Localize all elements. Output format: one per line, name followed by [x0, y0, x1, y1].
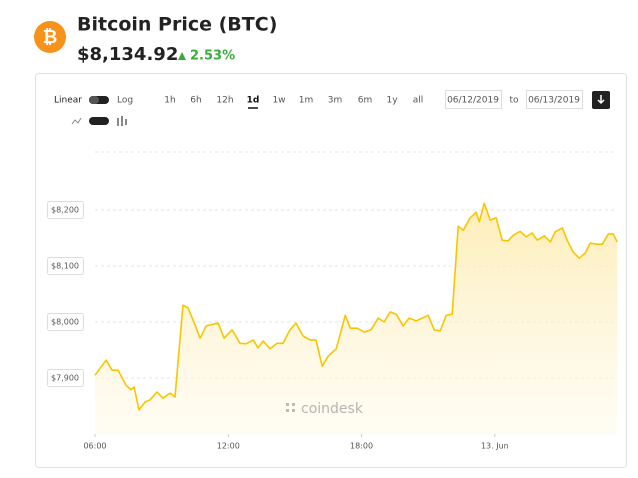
y-tick-box [47, 201, 84, 219]
log-option[interactable]: Log [117, 96, 133, 106]
watermark-icon [292, 409, 295, 412]
x-tick-label: 18:00 [350, 442, 373, 451]
line-icon[interactable] [71, 117, 82, 125]
change: 2.53% [190, 49, 235, 64]
period-option[interactable]: 6m [358, 96, 373, 106]
period-option[interactable]: 6h [190, 96, 201, 106]
download-icon [597, 95, 605, 105]
period-option[interactable]: 1h [164, 96, 175, 106]
area [95, 203, 618, 434]
y-tick-label: $7,900 [51, 374, 79, 383]
from-input[interactable] [445, 90, 502, 109]
x-tick-label: 13. Jun [481, 442, 509, 451]
y-tick-box [47, 369, 84, 387]
y-tick-label: $8,100 [51, 262, 79, 271]
watermark-icon [286, 403, 289, 406]
watermark-icon [286, 409, 289, 412]
type-toggle[interactable] [89, 117, 109, 125]
period-option[interactable]: 12h [216, 96, 233, 106]
period-option[interactable]: 3m [328, 96, 343, 106]
period-selector: 1h 6h 12h 1d 1w 1m 3m 6m 1y all [164, 96, 423, 109]
period-option[interactable]: 1d [247, 96, 260, 106]
plot: $7,900 $8,000 $8,100 $8,200 06:00 12:00 18:00 1… [47, 201, 618, 451]
x-tick-label: 12:00 [217, 442, 240, 451]
from-date: 06/12/2019 [447, 96, 499, 106]
btc-logo-glyph: ₿ [43, 27, 58, 48]
candle-icon[interactable] [117, 116, 127, 126]
to-date: 06/13/2019 [528, 96, 580, 106]
btc-logo [34, 21, 66, 53]
up-arrow [178, 52, 186, 60]
x-tick-label: 06:00 [83, 442, 106, 451]
price-line [94, 202, 618, 411]
period-option[interactable]: 1m [299, 96, 314, 106]
watermark-icon [292, 403, 295, 406]
toggle-knob [89, 96, 99, 104]
period-option[interactable]: 1w [272, 96, 285, 106]
price: $8,134.92 [77, 44, 178, 65]
watermark: coindesk [301, 401, 364, 417]
y-tick-label: $8,000 [51, 318, 79, 327]
y-tick-box [47, 257, 84, 275]
title: Bitcoin Price (BTC) [77, 14, 277, 36]
y-tick-label: $8,200 [51, 206, 79, 215]
y-tick-box [47, 313, 84, 331]
linear-option[interactable]: Linear [54, 96, 82, 106]
to-input[interactable] [526, 90, 583, 109]
period-option[interactable]: 1y [386, 96, 398, 106]
to-label: to [509, 96, 519, 106]
period-option[interactable]: all [413, 96, 424, 106]
